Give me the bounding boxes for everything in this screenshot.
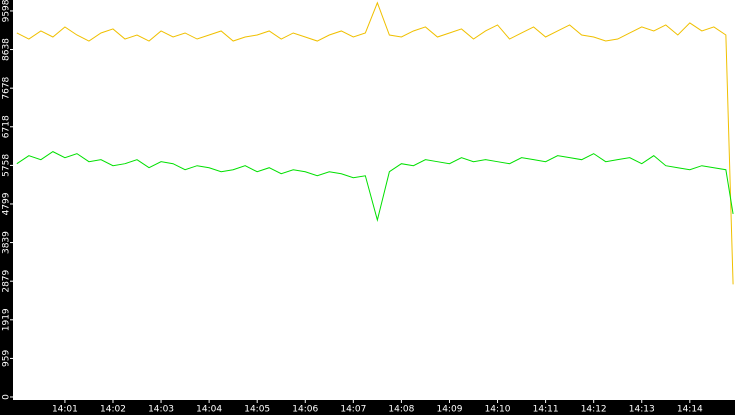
y-axis-band	[0, 0, 13, 415]
y-tick-label: 959	[2, 350, 12, 367]
y-tick-label: 2879	[2, 269, 12, 292]
x-tick-label: 14:02	[100, 405, 126, 415]
y-tick-label: 4799	[2, 192, 12, 215]
series-line	[16, 151, 734, 222]
x-axis-band	[0, 400, 735, 415]
x-tick-label: 14:13	[629, 405, 655, 415]
x-tick-label: 14:09	[436, 405, 462, 415]
y-tick-label: 9598	[2, 0, 12, 22]
x-tick-label: 14:10	[485, 405, 511, 415]
y-tick-label: 6718	[2, 115, 12, 138]
y-tick-label: 1919	[2, 308, 12, 331]
x-tick-label: 14:04	[196, 405, 222, 415]
x-tick-label: 14:05	[244, 405, 270, 415]
y-tick-label: 0	[2, 394, 12, 400]
x-tick-label: 14:14	[677, 405, 703, 415]
y-tick-label: 3839	[2, 231, 12, 254]
series-line	[16, 1, 734, 285]
x-tick-label: 14:06	[292, 405, 318, 415]
x-tick-label: 14:01	[52, 405, 78, 415]
x-tick-label: 14:11	[533, 405, 559, 415]
y-tick-label: 7678	[2, 76, 12, 99]
x-tick-label: 14:08	[388, 405, 414, 415]
x-tick-label: 14:07	[340, 405, 366, 415]
x-tick-label: 14:03	[148, 405, 174, 415]
x-tick-label: 14:12	[581, 405, 607, 415]
y-tick-label: 8638	[2, 38, 12, 61]
y-tick-label: 5758	[2, 154, 12, 177]
